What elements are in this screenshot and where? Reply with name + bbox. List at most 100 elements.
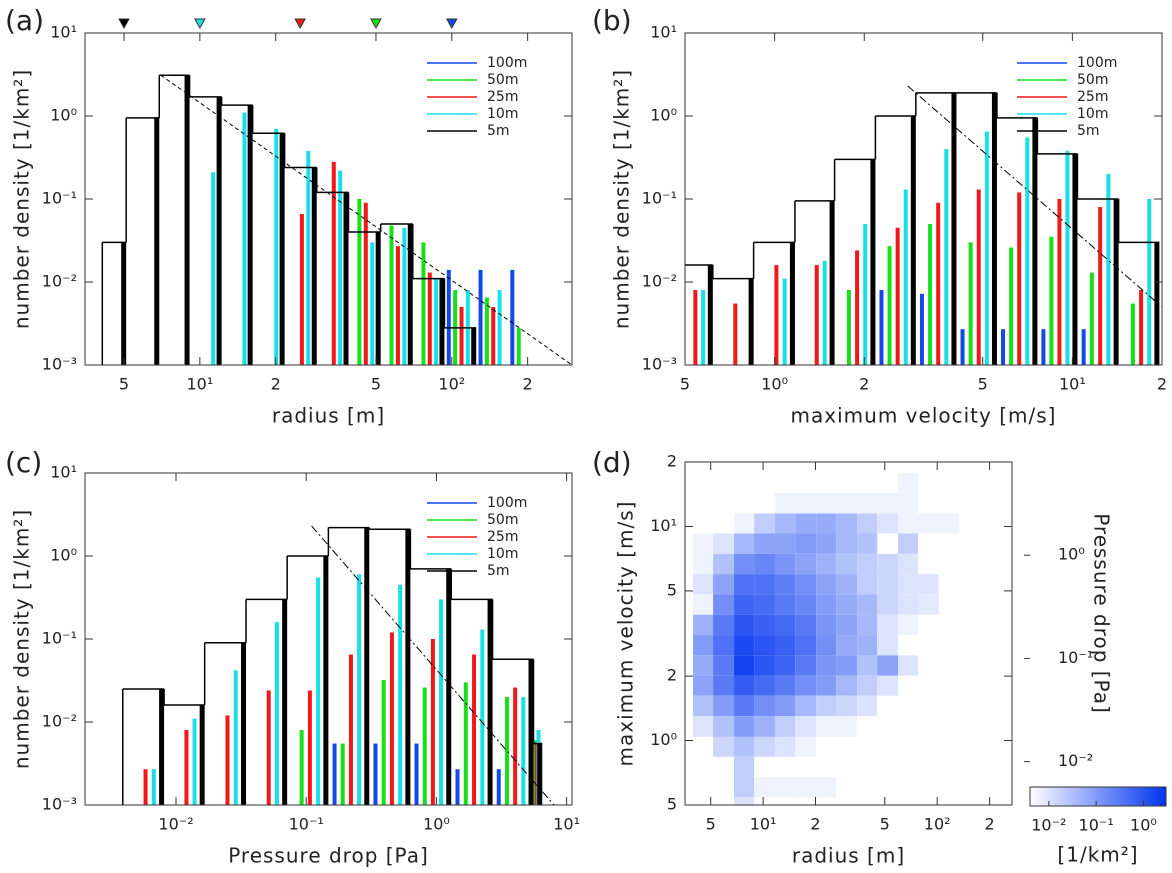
- heatmap-cell: [734, 777, 755, 798]
- y-tick-label: 10⁻²: [642, 272, 677, 291]
- heatmap-cell: [795, 533, 817, 554]
- heatmap-cell: [734, 655, 755, 676]
- bar: [364, 527, 370, 805]
- panel-label: (d): [592, 446, 632, 479]
- heatmap-cell: [836, 553, 858, 575]
- heatmap-cell: [816, 675, 837, 696]
- heatmap-cell: [734, 797, 755, 805]
- x-tick-label: 10⁻¹: [289, 815, 324, 834]
- bar: [340, 743, 345, 805]
- heatmap-cell: [795, 553, 817, 575]
- heatmap-cell: [774, 777, 796, 798]
- bar: [1032, 117, 1038, 365]
- legend-label: 5m: [487, 123, 510, 139]
- bar: [338, 170, 343, 365]
- bar: [151, 769, 156, 805]
- heatmap-cell: [795, 736, 817, 757]
- heatmap-cell: [898, 493, 919, 514]
- x-tick-label: 10¹: [1059, 375, 1086, 394]
- bar: [121, 242, 127, 365]
- heatmap-cell: [693, 553, 714, 575]
- x-tick-label: 2: [984, 815, 994, 834]
- bar: [299, 730, 304, 805]
- panel: (b) maximum velocity [m/s] number density …: [592, 4, 1167, 428]
- x-tick-label: 2: [523, 375, 533, 394]
- heatmap-cell: [734, 574, 755, 595]
- heatmap-cell: [816, 655, 837, 676]
- x-tick-label: 10⁻²: [158, 815, 193, 834]
- bar: [233, 670, 238, 805]
- bar: [241, 642, 247, 805]
- bar: [331, 161, 336, 365]
- resolution-marker: [194, 18, 206, 30]
- resolution-marker: [370, 18, 382, 30]
- heatmap-cell: [734, 756, 755, 778]
- heatmap-cell: [774, 594, 796, 615]
- x-tick-label: 10¹: [553, 815, 580, 834]
- y-tick-label: 10⁻³: [42, 795, 77, 814]
- resolution-marker: [118, 18, 130, 30]
- x-tick-label: 2: [1157, 375, 1167, 394]
- heatmap-cell: [774, 736, 796, 757]
- bar: [471, 327, 477, 365]
- bar: [299, 213, 304, 365]
- x-axis-label: radius [m]: [792, 844, 905, 868]
- heatmap-cell: [774, 553, 796, 575]
- heatmap-cell: [754, 574, 775, 595]
- bar: [463, 682, 468, 805]
- heatmap-cell: [713, 716, 735, 737]
- plot-area: [122, 525, 555, 805]
- legend-label: 100m: [1077, 55, 1117, 71]
- y2-tick-label: 10⁰: [1058, 545, 1085, 564]
- heatmap-cell: [713, 574, 735, 595]
- heatmap-cell: [857, 695, 878, 717]
- bar: [402, 227, 407, 365]
- heatmap-cell: [877, 675, 899, 696]
- bar: [1017, 192, 1022, 365]
- bar: [332, 743, 337, 805]
- bar: [459, 306, 464, 365]
- heatmap-cell: [734, 533, 755, 554]
- y-tick-label: 10⁰: [650, 106, 677, 125]
- bar: [266, 690, 271, 805]
- x-tick-label: 10¹: [186, 375, 213, 394]
- bar: [1049, 236, 1054, 365]
- x-tick-label: 5: [119, 375, 129, 394]
- x-tick-label: 5: [978, 375, 988, 394]
- heatmap-cell: [754, 655, 775, 676]
- heatmap-cell: [774, 716, 796, 737]
- bar: [343, 192, 349, 365]
- heatmap-cell: [877, 574, 899, 595]
- x-axis-label: Pressure drop [Pa]: [228, 844, 429, 868]
- bar: [446, 269, 451, 365]
- y-axis-label: number density [1/km²]: [10, 69, 34, 329]
- bar: [960, 329, 965, 365]
- bar: [829, 200, 835, 365]
- bar: [446, 568, 452, 805]
- bar: [870, 159, 876, 365]
- heatmap-cell: [857, 513, 878, 534]
- bar: [895, 227, 900, 365]
- bar: [491, 306, 496, 365]
- heatmap-cell: [795, 493, 817, 514]
- bar: [430, 639, 435, 805]
- x-tick-label: 5: [371, 375, 381, 394]
- heatmap-cell: [734, 553, 755, 575]
- heatmap-cell: [816, 574, 837, 595]
- y-tick-label: 10¹: [650, 516, 677, 535]
- bar: [422, 687, 427, 805]
- heatmap-cell: [877, 553, 899, 575]
- colorbar-label: [1/km²]: [1057, 843, 1138, 867]
- heatmap-cell: [754, 777, 775, 798]
- bar: [405, 529, 411, 805]
- bar: [348, 654, 353, 805]
- y-tick-label: 10⁻¹: [642, 189, 677, 208]
- bar: [323, 556, 329, 805]
- heatmap-cell: [836, 635, 858, 656]
- heatmap-cell: [693, 695, 714, 717]
- heatmap-cell: [836, 695, 858, 717]
- heatmap-cell: [774, 614, 796, 636]
- x-axis-label: maximum velocity [m/s]: [791, 404, 1057, 428]
- bar: [1057, 199, 1062, 365]
- bar: [991, 92, 997, 365]
